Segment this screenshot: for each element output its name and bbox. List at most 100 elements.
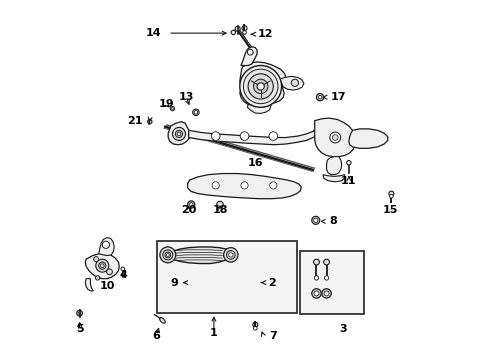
Circle shape [212,182,219,189]
Circle shape [170,107,174,111]
Text: 4: 4 [120,270,127,280]
Bar [300,251,363,314]
Text: 13: 13 [178,92,193,102]
Circle shape [269,182,276,189]
Polygon shape [85,253,119,279]
Text: 5: 5 [76,324,83,334]
Polygon shape [241,47,257,66]
Polygon shape [322,175,344,182]
Circle shape [388,191,393,196]
Circle shape [321,289,330,298]
Circle shape [78,312,81,315]
Circle shape [102,241,109,248]
Circle shape [311,289,321,298]
Circle shape [313,259,319,265]
Text: 14: 14 [146,28,162,38]
Circle shape [164,252,170,258]
Circle shape [226,251,235,259]
Circle shape [101,264,104,267]
Circle shape [253,79,267,94]
Circle shape [192,109,199,116]
Text: 3: 3 [339,324,346,334]
Circle shape [247,49,253,55]
Circle shape [216,201,223,208]
Circle shape [106,269,112,275]
Polygon shape [187,174,301,199]
Circle shape [241,182,247,189]
Polygon shape [99,238,114,256]
Polygon shape [314,118,355,157]
Circle shape [324,276,328,280]
Polygon shape [85,279,93,291]
Circle shape [313,291,318,296]
Circle shape [240,132,248,140]
Circle shape [95,276,100,280]
Text: 9: 9 [170,278,178,288]
Polygon shape [167,247,231,264]
Circle shape [147,120,152,124]
Circle shape [160,247,175,263]
Text: 11: 11 [341,176,356,186]
Text: 10: 10 [99,281,114,291]
Circle shape [324,291,328,296]
Polygon shape [239,62,285,105]
Circle shape [314,276,318,280]
Circle shape [247,74,273,99]
Circle shape [96,259,108,272]
Text: 12: 12 [257,29,273,39]
Text: 18: 18 [212,204,227,215]
Text: 2: 2 [267,278,275,288]
Circle shape [99,262,106,269]
Polygon shape [326,157,341,175]
Circle shape [346,161,350,165]
Circle shape [389,194,392,198]
Ellipse shape [159,318,165,323]
Circle shape [94,257,99,262]
Circle shape [242,26,246,31]
Circle shape [231,30,235,35]
Circle shape [311,216,319,224]
Text: 8: 8 [328,216,336,226]
Text: 15: 15 [382,204,397,215]
Circle shape [332,135,337,140]
Circle shape [243,69,277,104]
Polygon shape [348,129,387,148]
Text: 16: 16 [247,158,263,168]
Circle shape [252,322,257,327]
Polygon shape [168,122,190,145]
Circle shape [121,267,124,271]
Circle shape [323,259,329,265]
Text: 7: 7 [269,330,277,341]
Circle shape [172,127,185,140]
Circle shape [171,108,173,110]
Circle shape [177,132,181,136]
Circle shape [77,310,82,316]
Text: 19: 19 [158,99,173,109]
Circle shape [257,83,264,90]
Polygon shape [279,76,303,90]
Circle shape [163,250,172,260]
Circle shape [268,132,277,140]
Circle shape [242,31,246,34]
Circle shape [194,111,197,114]
Circle shape [166,253,169,256]
Polygon shape [247,104,271,113]
Circle shape [239,66,281,107]
Polygon shape [188,126,326,145]
Text: 17: 17 [330,92,346,102]
Circle shape [235,26,240,31]
Circle shape [175,130,182,138]
Text: 20: 20 [181,204,196,215]
Circle shape [223,248,238,262]
Circle shape [329,132,340,143]
Circle shape [316,94,323,101]
Circle shape [187,201,194,208]
Text: 6: 6 [152,330,160,341]
Text: 21: 21 [127,116,142,126]
Circle shape [228,253,232,257]
Text: 1: 1 [209,328,217,338]
Circle shape [253,327,257,330]
Circle shape [318,95,321,99]
Circle shape [189,203,193,206]
Circle shape [313,218,317,222]
